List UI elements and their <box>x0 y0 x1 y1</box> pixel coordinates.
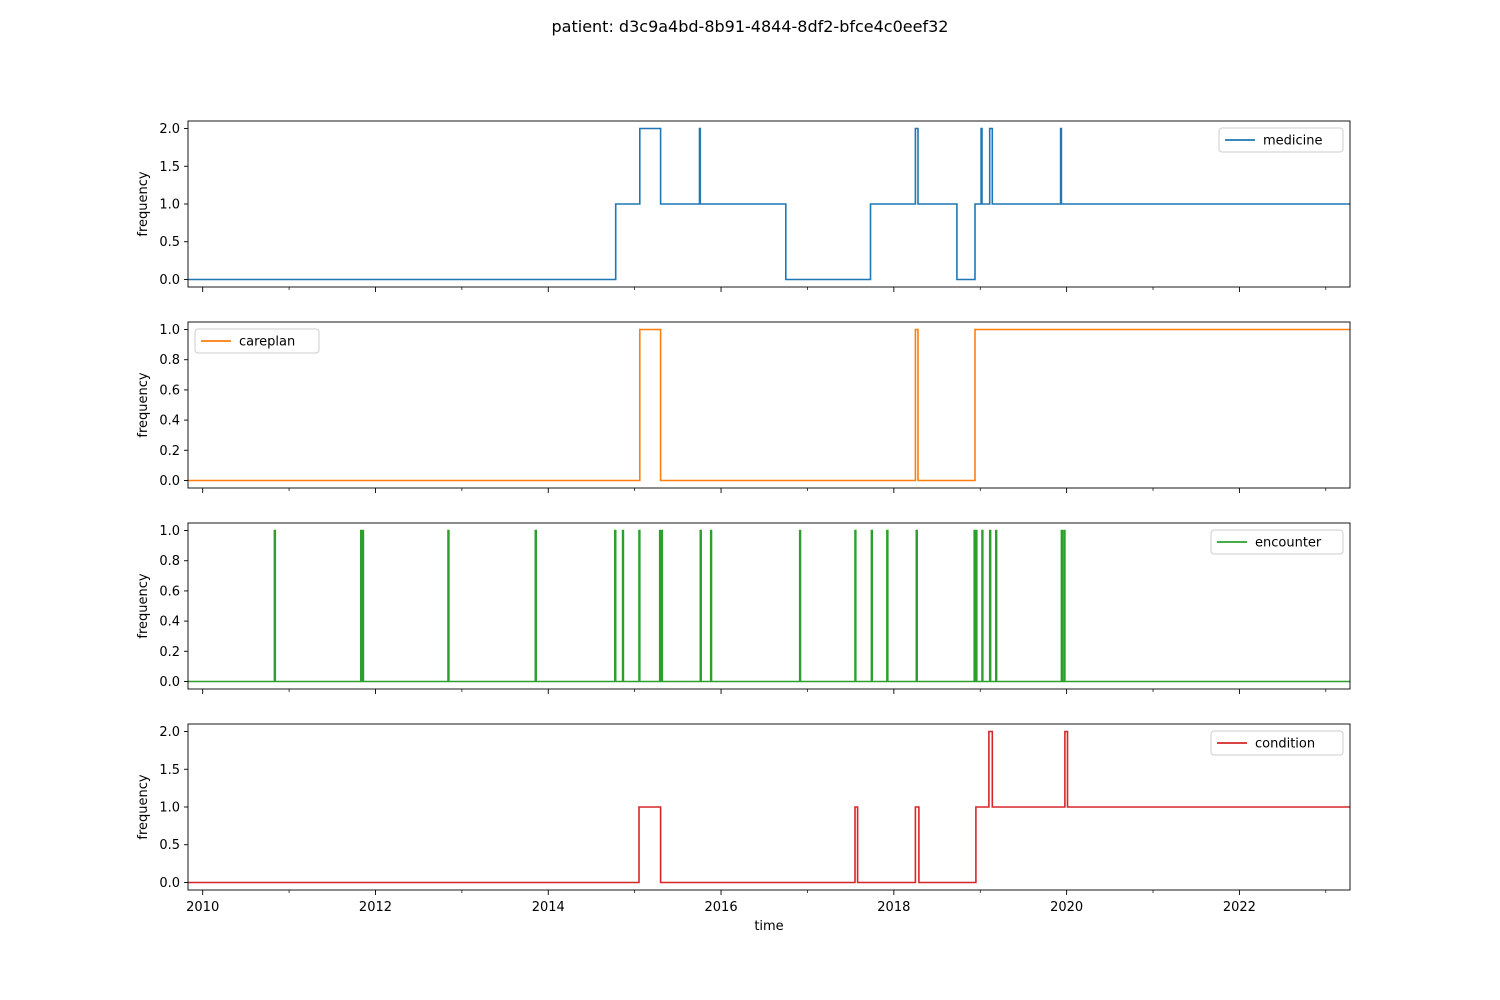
y-tick-label: 1.0 <box>159 801 180 816</box>
x-tick-label: 2020 <box>1050 900 1083 915</box>
legend-box <box>1218 127 1344 153</box>
subplot-careplan: 0.0 0.2 0.4 0.6 0.8 1.0 frequency careplan <box>136 321 1351 493</box>
x-tick-label: 2014 <box>532 900 565 915</box>
legend-label: medicine <box>1263 134 1323 149</box>
y-tick-label: 0.2 <box>159 444 180 459</box>
x-tick-label: 2018 <box>877 900 910 915</box>
y-axis-label: frequency <box>136 573 151 639</box>
y-axis-label: frequency <box>136 171 151 237</box>
x-tick-label: 2016 <box>705 900 738 915</box>
series-line-encounter <box>188 529 1350 683</box>
y-tick-label: 0.6 <box>159 383 180 398</box>
x-tick-label: 2022 <box>1223 900 1256 915</box>
y-tick-label: 0.5 <box>159 838 180 853</box>
legend-box <box>194 328 320 354</box>
y-tick-label: 0.0 <box>159 876 180 891</box>
y-tick-label: 1.5 <box>159 160 180 175</box>
x-tick-label: 2012 <box>359 900 392 915</box>
series-line-medicine <box>188 127 1350 281</box>
legend-box <box>1210 529 1344 555</box>
series-line-careplan <box>188 328 1350 482</box>
legend-label: condition <box>1255 737 1315 752</box>
series-line-condition <box>188 730 1350 884</box>
y-tick-label: 2.0 <box>159 122 180 137</box>
y-tick-label: 0.8 <box>159 353 180 368</box>
y-tick-label: 1.0 <box>159 198 180 213</box>
y-tick-label: 0.2 <box>159 645 180 660</box>
plot-frame <box>187 321 1351 489</box>
y-tick-label: 1.0 <box>159 323 180 338</box>
legend-box <box>1210 730 1344 756</box>
y-tick-label: 0.4 <box>159 414 180 429</box>
plot-frame <box>187 522 1351 690</box>
y-tick-label: 0.5 <box>159 235 180 250</box>
y-tick-label: 1.0 <box>159 524 180 539</box>
y-axis-label: frequency <box>136 774 151 840</box>
legend-label: encounter <box>1255 536 1322 551</box>
subplot-medicine: 0.0 0.5 1.0 1.5 2.0 frequency medicine <box>136 120 1351 292</box>
subplot-condition: 0.0 0.5 1.0 1.5 2.0 frequency 2010 2012 2014 2016… <box>136 723 1351 915</box>
legend-label: careplan <box>239 335 295 350</box>
y-tick-label: 2.0 <box>159 725 180 740</box>
x-tick-label: 2010 <box>186 900 219 915</box>
y-tick-label: 0.8 <box>159 554 180 569</box>
figure-title: patient: d3c9a4bd-8b91-4844-8df2-bfce4c0… <box>551 17 949 36</box>
y-tick-label: 0.0 <box>159 273 180 288</box>
y-tick-label: 1.5 <box>159 763 180 778</box>
y-tick-label: 0.4 <box>159 615 180 630</box>
y-tick-label: 0.0 <box>159 474 180 489</box>
y-tick-label: 0.6 <box>159 584 180 599</box>
x-axis-label: time <box>754 919 783 934</box>
subplot-encounter: 0.0 0.2 0.4 0.6 0.8 1.0 frequency encounter <box>136 522 1351 694</box>
y-axis-label: frequency <box>136 372 151 438</box>
y-tick-label: 0.0 <box>159 675 180 690</box>
